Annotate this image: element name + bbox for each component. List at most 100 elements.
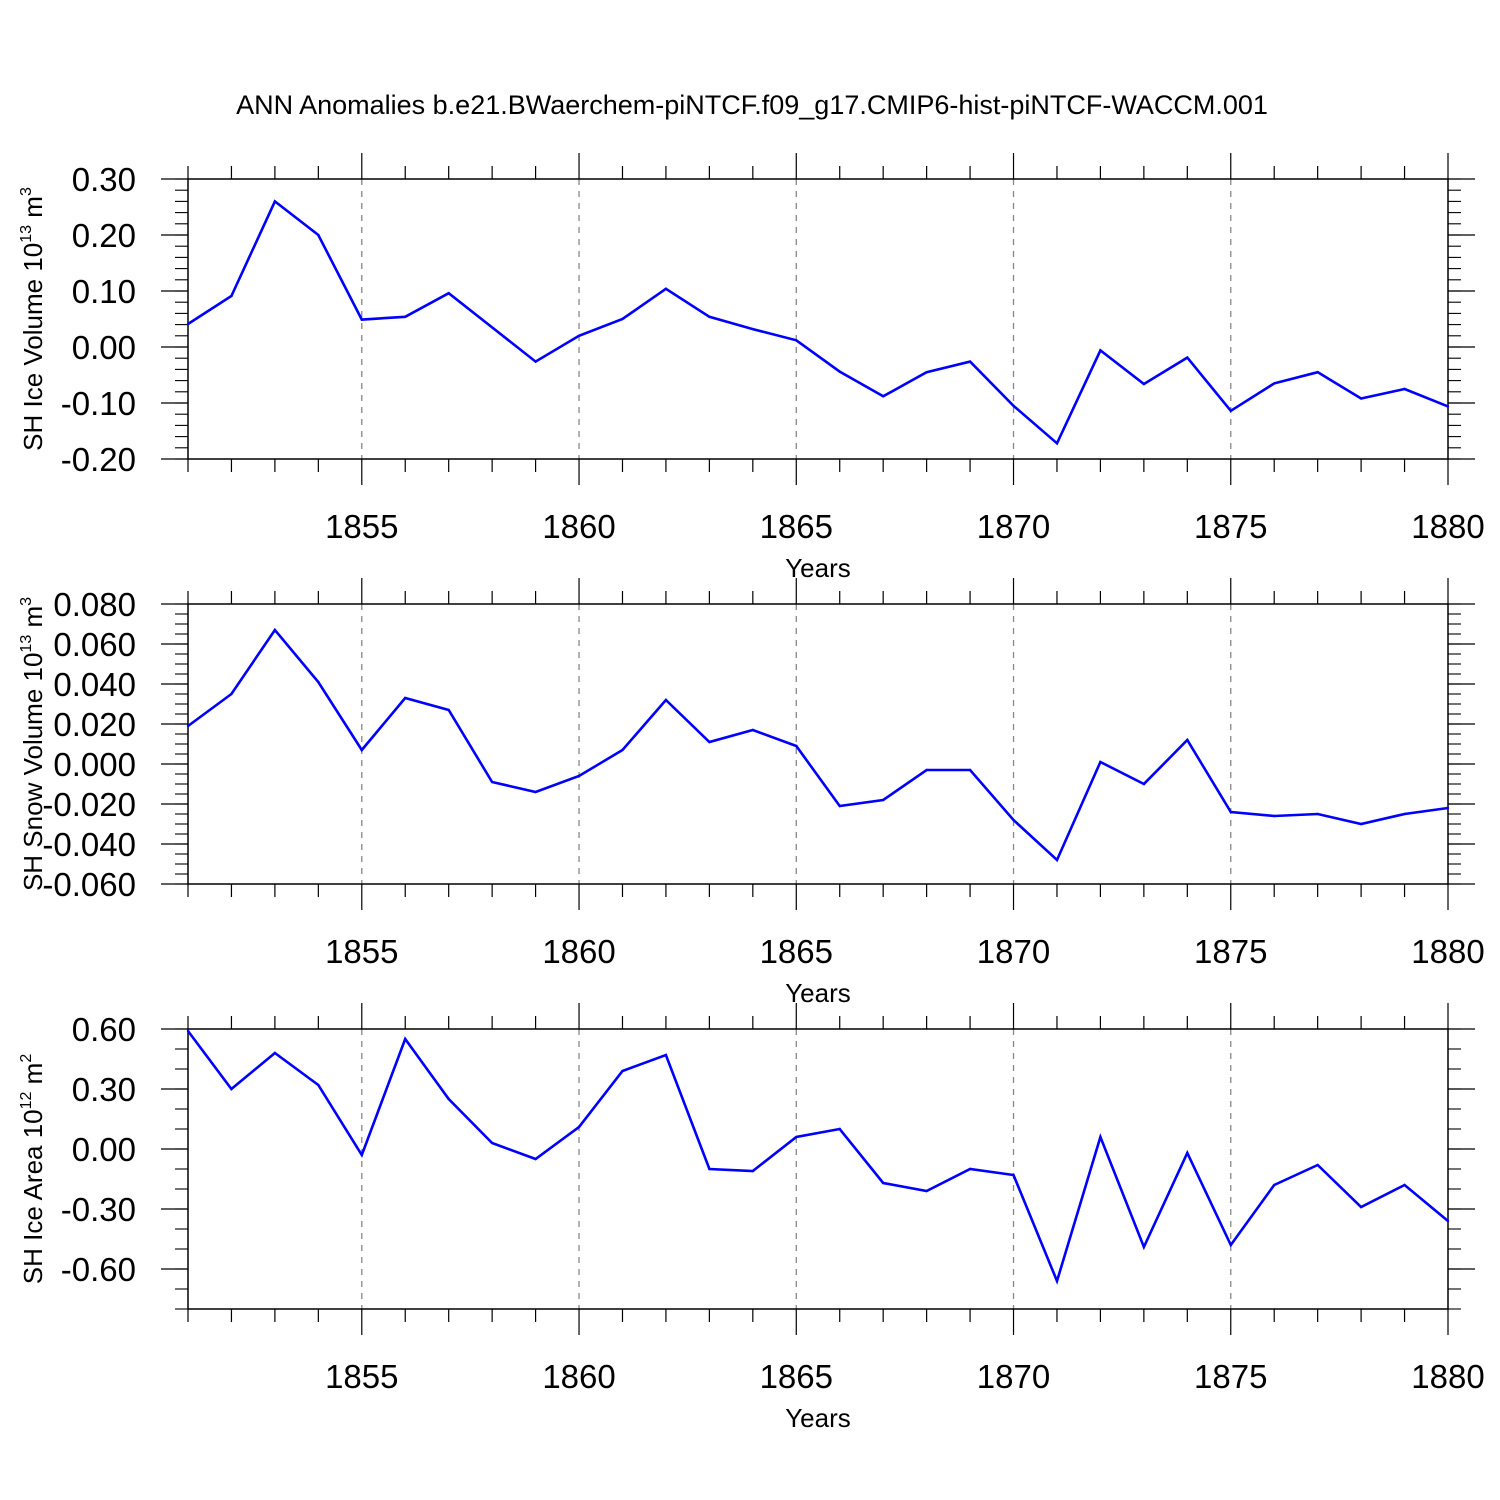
data-point bbox=[1012, 818, 1015, 822]
y-tick-label: 0.00 bbox=[72, 329, 136, 366]
data-point bbox=[1273, 382, 1276, 385]
data-point bbox=[273, 1051, 277, 1055]
data-point bbox=[273, 628, 277, 632]
panel-1: -0.20 -0.10 0.00 0.10 0.20 0.30 1855 1860 1865 18… bbox=[18, 153, 1485, 583]
data-point bbox=[1273, 814, 1276, 818]
data-point bbox=[925, 371, 928, 374]
data-point bbox=[534, 360, 537, 363]
y-axis-title-unit-exponent: 3 bbox=[18, 597, 35, 606]
data-point bbox=[404, 696, 407, 700]
chart-title: ANN Anomalies b.e21.BWaerchem-piNTCF.f09… bbox=[236, 90, 1268, 120]
y-axis-title-exponent: 13 bbox=[18, 225, 35, 243]
plot-frame bbox=[187, 1028, 1449, 1310]
plot-frame bbox=[187, 178, 1449, 460]
data-point bbox=[708, 740, 711, 744]
y-axis-title-text: SH Ice Volume 10 bbox=[18, 243, 48, 451]
data-point bbox=[838, 370, 841, 373]
y-axis-title-text: SH Snow Volume 10 bbox=[18, 653, 48, 891]
data-point bbox=[1142, 382, 1146, 386]
data-point bbox=[1186, 356, 1189, 359]
data-point bbox=[968, 360, 972, 363]
data-point bbox=[404, 1037, 407, 1041]
data-point bbox=[447, 292, 450, 295]
data-point bbox=[795, 744, 798, 748]
data-point bbox=[1186, 1151, 1189, 1155]
x-tick-label: 1880 bbox=[1411, 508, 1484, 545]
panel-3: -0.60 -0.30 0.00 0.30 0.60 1855 1860 1865 1870 18… bbox=[18, 1003, 1485, 1433]
data-point bbox=[1359, 397, 1363, 400]
x-tick-label: 1870 bbox=[977, 508, 1050, 545]
y-tick-label: -0.20 bbox=[61, 441, 136, 478]
y-axis-title-exponent: 13 bbox=[18, 635, 35, 653]
data-point bbox=[1099, 1135, 1102, 1139]
data-point bbox=[447, 1097, 450, 1101]
data-point bbox=[968, 768, 972, 772]
data-point bbox=[534, 1157, 537, 1161]
x-tick-label: 1865 bbox=[760, 508, 833, 545]
data-point bbox=[881, 1181, 885, 1185]
data-point bbox=[795, 339, 798, 342]
data-point bbox=[1012, 404, 1015, 407]
data-point bbox=[881, 798, 885, 802]
x-tick-label: 1860 bbox=[542, 933, 615, 970]
y-tick-label: -0.040 bbox=[42, 826, 136, 863]
data-point bbox=[751, 728, 755, 732]
y-tick-label: 0.30 bbox=[72, 1071, 136, 1108]
data-point bbox=[621, 1069, 624, 1073]
data-point bbox=[1142, 782, 1146, 786]
data-point bbox=[1403, 812, 1406, 816]
data-point bbox=[404, 315, 407, 318]
data-point bbox=[664, 287, 668, 290]
data-point bbox=[621, 317, 624, 321]
data-point bbox=[1446, 806, 1450, 810]
x-axis-title: Years bbox=[785, 553, 851, 583]
y-axis-title: SH Ice Area 1012 m2 bbox=[18, 1054, 48, 1285]
data-point bbox=[751, 327, 755, 331]
data-point bbox=[186, 724, 190, 728]
data-point bbox=[490, 1141, 494, 1145]
data-point bbox=[838, 804, 841, 808]
data-point bbox=[925, 1189, 928, 1193]
data-point bbox=[534, 790, 537, 794]
x-tick-label: 1870 bbox=[977, 933, 1050, 970]
data-point bbox=[1229, 1243, 1232, 1247]
data-point bbox=[1099, 760, 1102, 764]
x-tick-label: 1875 bbox=[1194, 508, 1267, 545]
data-point bbox=[1229, 409, 1232, 413]
series-line bbox=[187, 627, 1449, 863]
y-axis-title-unit-exponent: 2 bbox=[18, 1054, 35, 1063]
x-tick-label: 1855 bbox=[325, 508, 398, 545]
y-axis-title-unit: m bbox=[18, 196, 48, 225]
data-point bbox=[1055, 442, 1059, 445]
data-point bbox=[360, 748, 363, 752]
x-tick-label: 1870 bbox=[977, 1358, 1050, 1395]
series-line bbox=[186, 1030, 1449, 1285]
y-tick-label: 0.020 bbox=[53, 706, 136, 743]
data-point bbox=[838, 1127, 841, 1131]
data-point bbox=[577, 334, 581, 337]
x-tick-label: 1855 bbox=[325, 933, 398, 970]
y-tick-label: 0.000 bbox=[53, 746, 136, 783]
y-axis-title-text: SH Ice Area 10 bbox=[18, 1109, 48, 1284]
y-axis-title-exponent: 12 bbox=[18, 1091, 35, 1109]
data-point bbox=[317, 1083, 320, 1087]
x-tick-label: 1865 bbox=[760, 933, 833, 970]
x-tick-label: 1875 bbox=[1194, 933, 1267, 970]
data-point bbox=[360, 318, 363, 321]
data-point bbox=[317, 680, 320, 684]
data-point bbox=[1403, 1183, 1406, 1187]
y-tick-label: 0.060 bbox=[53, 626, 136, 663]
y-tick-label: 0.040 bbox=[53, 666, 136, 703]
y-tick-label: 0.10 bbox=[72, 273, 136, 310]
data-point bbox=[751, 1169, 755, 1173]
data-point bbox=[317, 233, 320, 237]
plot-frame bbox=[187, 603, 1449, 885]
data-point bbox=[1099, 349, 1102, 352]
data-point bbox=[1316, 1163, 1319, 1167]
y-tick-label: -0.020 bbox=[42, 786, 136, 823]
panel-2: -0.060-0.040-0.0200.0000.0200.0400.0600.… bbox=[18, 578, 1485, 1008]
data-point bbox=[968, 1167, 972, 1171]
data-point bbox=[577, 1125, 581, 1129]
data-point bbox=[1012, 1173, 1015, 1177]
